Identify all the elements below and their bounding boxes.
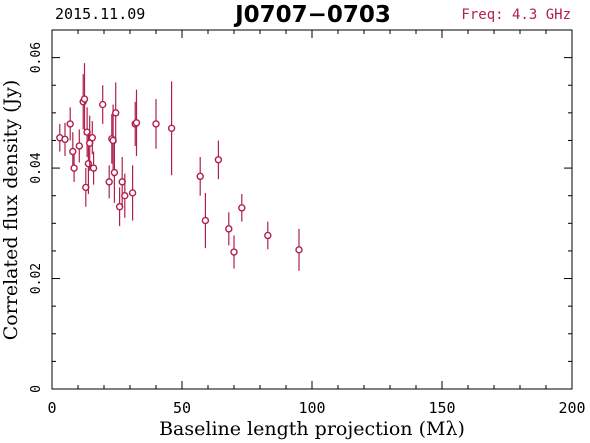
point-marker	[105, 178, 113, 186]
point-marker	[89, 164, 98, 172]
data-point	[66, 107, 74, 141]
data-point	[167, 81, 176, 176]
point-marker	[225, 225, 233, 233]
point-marker	[230, 248, 238, 256]
point-marker	[110, 168, 119, 177]
point-marker	[264, 231, 272, 240]
x-tick-label: 200	[558, 399, 585, 417]
data-point	[70, 154, 78, 182]
data-point	[201, 192, 210, 249]
data-point	[88, 121, 97, 155]
y-axis-label: Correlated flux density (Jy)	[0, 80, 22, 341]
data-point	[238, 194, 246, 222]
point-marker	[111, 109, 120, 117]
data-point	[115, 187, 124, 227]
point-marker	[128, 189, 137, 197]
data-point	[230, 235, 238, 269]
frequency-label: Freq: 4.3 GHz	[461, 7, 571, 23]
point-marker	[98, 100, 107, 109]
point-marker	[214, 156, 223, 164]
data-point	[110, 142, 119, 203]
point-marker	[88, 133, 97, 142]
point-marker	[84, 159, 93, 168]
data-point	[152, 99, 160, 149]
point-marker	[295, 246, 303, 254]
data-point	[132, 89, 141, 156]
point-marker	[66, 120, 74, 128]
y-tick-labels: 0 0.02 0.04 0.06	[29, 42, 44, 393]
x-tick-label: 150	[428, 399, 455, 417]
data-point	[128, 165, 137, 221]
data-point	[196, 157, 204, 196]
point-marker	[238, 204, 246, 212]
point-marker	[132, 119, 141, 127]
point-marker	[152, 120, 160, 128]
chart-title: J0707−0703	[233, 2, 391, 28]
plot-frame	[51, 29, 573, 390]
data-point	[89, 151, 98, 185]
x-axis-label: Baseline length projection (Mλ)	[159, 418, 465, 440]
date-label: 2015.11.09	[55, 5, 145, 23]
x-tick-label: 50	[173, 399, 191, 417]
data-point	[214, 140, 223, 180]
data-point	[105, 165, 113, 199]
data-point	[80, 63, 89, 135]
y-tick-label: 0.04	[29, 152, 44, 183]
data-point	[264, 221, 272, 250]
point-marker	[70, 164, 78, 172]
axis-ticks	[51, 29, 573, 390]
point-marker	[75, 142, 84, 150]
y-tick-label: 0.02	[29, 263, 44, 294]
data-point	[61, 122, 69, 156]
data-point	[69, 132, 77, 171]
data-point	[295, 228, 303, 271]
data-point	[225, 212, 233, 246]
x-tick-labels: 0 50 100 150 200	[47, 399, 585, 417]
point-marker	[80, 95, 89, 103]
point-marker	[61, 135, 69, 144]
point-marker	[69, 147, 77, 156]
data-point	[111, 82, 120, 144]
point-marker	[196, 172, 204, 181]
x-tick-label: 100	[298, 399, 325, 417]
data-point	[121, 173, 129, 218]
y-tick-label: 0.06	[29, 42, 44, 73]
data-point	[98, 85, 107, 124]
point-marker	[167, 124, 176, 133]
point-marker	[201, 216, 210, 225]
y-tick-label: 0	[29, 385, 44, 393]
x-tick-label: 0	[47, 399, 56, 417]
point-marker	[121, 191, 129, 200]
data-point	[75, 129, 84, 163]
data-points	[56, 63, 303, 271]
